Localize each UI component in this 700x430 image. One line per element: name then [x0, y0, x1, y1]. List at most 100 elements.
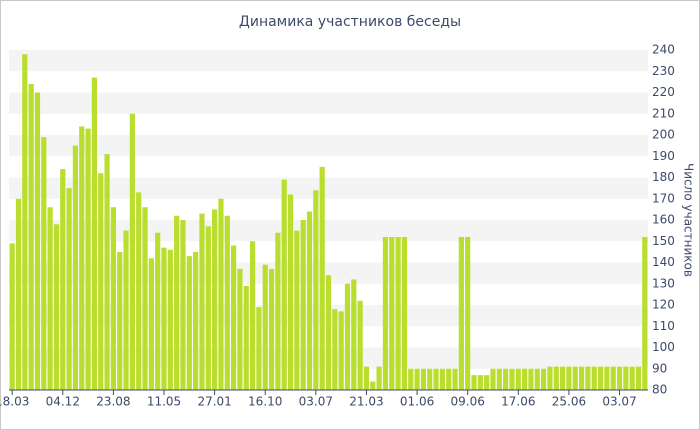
- bar: [452, 368, 458, 390]
- bar: [53, 224, 60, 390]
- bar: [212, 209, 218, 390]
- bar: [15, 198, 22, 390]
- grid-band: [9, 50, 648, 72]
- bar: [174, 215, 180, 390]
- bar: [616, 366, 623, 390]
- bar: [629, 366, 635, 390]
- y-tick-label: 200: [652, 128, 675, 142]
- bar: [471, 375, 477, 390]
- x-tick-label: 03.07: [299, 395, 333, 409]
- bar: [129, 113, 135, 390]
- bar: [180, 220, 186, 390]
- bar: [28, 84, 34, 390]
- bar: [541, 368, 547, 390]
- y-tick-label: 210: [652, 106, 675, 120]
- bar: [167, 249, 173, 390]
- bar: [642, 237, 648, 390]
- y-tick-label: 230: [652, 64, 675, 78]
- bar: [439, 368, 445, 390]
- bar: [351, 279, 357, 390]
- bar: [300, 220, 306, 390]
- bar: [256, 307, 262, 390]
- bar: [484, 375, 490, 390]
- x-tick-label: 01.06: [400, 395, 434, 409]
- bar: [91, 77, 98, 390]
- bar: [249, 241, 256, 390]
- bar: [34, 92, 41, 390]
- bar: [585, 366, 591, 390]
- y-tick-label: 140: [652, 255, 675, 269]
- bar: [382, 237, 389, 390]
- bar: [496, 368, 502, 390]
- bar: [509, 368, 515, 390]
- bar: [22, 54, 28, 390]
- bar: [123, 230, 129, 390]
- y-axis-label: Число участников: [682, 163, 696, 277]
- bar: [313, 190, 319, 390]
- bar: [547, 366, 553, 390]
- bar: [522, 368, 528, 390]
- bar: [515, 368, 521, 390]
- bar: [635, 366, 642, 390]
- bar: [319, 166, 325, 390]
- bar: [9, 243, 15, 390]
- bar: [205, 226, 211, 390]
- bar: [193, 251, 199, 390]
- bar: [287, 194, 294, 390]
- bar: [433, 368, 439, 390]
- bar: [604, 366, 610, 390]
- y-tick-label: 190: [652, 149, 675, 163]
- bar: [408, 368, 414, 390]
- bar: [218, 198, 224, 390]
- bar: [294, 230, 300, 390]
- bar: [401, 237, 408, 390]
- y-tick-label: 150: [652, 234, 675, 248]
- bar: [610, 366, 616, 390]
- grid-band: [9, 92, 648, 114]
- bar: [566, 366, 572, 390]
- bar: [503, 368, 509, 390]
- x-tick-label: 16.10: [248, 395, 282, 409]
- y-tick-label: 160: [652, 213, 675, 227]
- x-tick-label: 17.06: [501, 395, 535, 409]
- bar: [142, 207, 148, 390]
- y-tick-label: 100: [652, 340, 675, 354]
- bar: [446, 368, 452, 390]
- bar: [578, 366, 585, 390]
- bar: [136, 192, 142, 390]
- y-tick-label: 130: [652, 276, 675, 290]
- bar: [458, 237, 464, 390]
- bar: [465, 237, 471, 390]
- bar: [186, 256, 192, 390]
- bar: [79, 126, 85, 390]
- bar: [357, 300, 363, 390]
- grid-band: [9, 135, 648, 157]
- bar: [332, 309, 338, 390]
- bar: [325, 275, 332, 390]
- bar: [117, 251, 123, 390]
- bar: [161, 247, 167, 390]
- bar: [66, 188, 72, 390]
- x-tick-label: 09.06: [451, 395, 485, 409]
- bar: [243, 285, 249, 390]
- bar: [98, 173, 104, 390]
- bar: [597, 366, 604, 390]
- bar: [395, 237, 401, 390]
- bar: [155, 232, 161, 390]
- y-tick-label: 180: [652, 170, 675, 184]
- bar: [306, 211, 313, 390]
- y-tick-label: 220: [652, 85, 675, 99]
- bar: [553, 366, 559, 390]
- x-tick-label: 04.12: [46, 395, 80, 409]
- x-tick-label: 23.08: [96, 395, 130, 409]
- y-tick-label: 110: [652, 319, 675, 333]
- bar: [528, 368, 534, 390]
- x-tick-label: 18.03: [0, 395, 29, 409]
- x-tick-label: 03.07: [602, 395, 636, 409]
- bar: [534, 368, 540, 390]
- bar: [148, 258, 154, 390]
- y-tick-label: 90: [652, 361, 667, 375]
- bar: [414, 368, 420, 390]
